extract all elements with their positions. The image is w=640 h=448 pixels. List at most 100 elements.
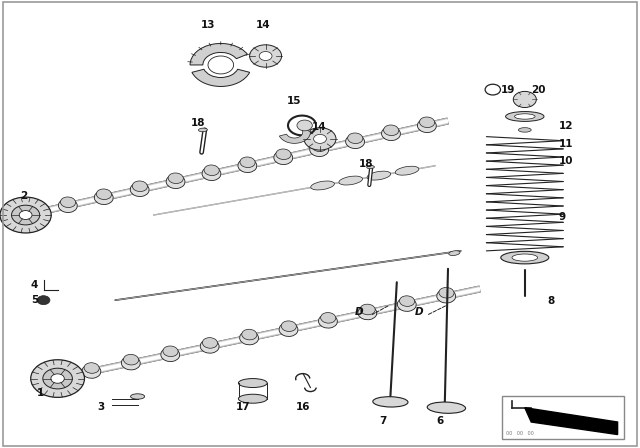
Ellipse shape <box>360 304 375 315</box>
Circle shape <box>19 211 32 220</box>
Text: 19: 19 <box>500 85 515 95</box>
Wedge shape <box>280 128 310 143</box>
Ellipse shape <box>383 125 399 136</box>
Circle shape <box>37 296 50 305</box>
Text: 18: 18 <box>191 118 205 128</box>
Ellipse shape <box>239 379 268 388</box>
Circle shape <box>43 368 72 389</box>
Ellipse shape <box>396 166 419 175</box>
Text: 15: 15 <box>287 96 301 106</box>
Circle shape <box>51 374 64 383</box>
Circle shape <box>297 120 312 131</box>
Ellipse shape <box>373 396 408 407</box>
Ellipse shape <box>428 402 465 414</box>
Ellipse shape <box>166 175 185 189</box>
Ellipse shape <box>238 159 257 172</box>
Text: 16: 16 <box>296 402 310 412</box>
Ellipse shape <box>310 143 328 156</box>
Text: 18: 18 <box>358 159 373 169</box>
Text: D: D <box>415 307 423 317</box>
Text: 00   00   00: 00 00 00 <box>506 431 533 436</box>
Ellipse shape <box>239 394 268 403</box>
Ellipse shape <box>198 128 207 132</box>
Text: 3: 3 <box>97 402 104 412</box>
Text: 4: 4 <box>31 280 38 289</box>
Text: 9: 9 <box>559 211 566 221</box>
Wedge shape <box>190 43 248 65</box>
Text: 2: 2 <box>20 191 28 201</box>
Ellipse shape <box>163 346 178 357</box>
Ellipse shape <box>131 394 145 399</box>
Wedge shape <box>192 69 250 86</box>
Ellipse shape <box>94 191 113 204</box>
Ellipse shape <box>124 354 139 365</box>
Text: 14: 14 <box>312 122 326 132</box>
Ellipse shape <box>202 338 218 348</box>
Text: D: D <box>355 307 364 317</box>
Text: 10: 10 <box>559 155 573 165</box>
Circle shape <box>250 45 282 67</box>
Ellipse shape <box>339 176 362 185</box>
Ellipse shape <box>348 133 363 143</box>
Ellipse shape <box>399 296 415 306</box>
Circle shape <box>208 56 234 74</box>
Ellipse shape <box>279 323 298 336</box>
Ellipse shape <box>397 297 416 311</box>
Ellipse shape <box>449 251 460 255</box>
Ellipse shape <box>276 149 291 159</box>
Text: 20: 20 <box>531 85 546 95</box>
Ellipse shape <box>417 119 436 133</box>
Text: 12: 12 <box>559 121 573 131</box>
Ellipse shape <box>367 171 390 180</box>
Text: 6: 6 <box>436 416 444 426</box>
Text: 5: 5 <box>31 295 38 305</box>
Ellipse shape <box>161 348 180 362</box>
Ellipse shape <box>122 356 140 370</box>
Ellipse shape <box>204 165 220 176</box>
Ellipse shape <box>500 251 548 264</box>
Ellipse shape <box>168 173 183 184</box>
Ellipse shape <box>281 321 296 332</box>
Ellipse shape <box>240 157 255 168</box>
Circle shape <box>12 205 40 225</box>
Ellipse shape <box>515 114 535 119</box>
Circle shape <box>259 52 272 60</box>
Ellipse shape <box>242 329 257 340</box>
Ellipse shape <box>200 340 219 353</box>
Ellipse shape <box>319 314 337 328</box>
Circle shape <box>0 197 51 233</box>
Text: 1: 1 <box>37 388 44 398</box>
Circle shape <box>304 128 336 150</box>
Text: 11: 11 <box>559 139 573 149</box>
Text: 7: 7 <box>379 416 387 426</box>
Circle shape <box>485 84 500 95</box>
Ellipse shape <box>311 181 334 190</box>
Circle shape <box>314 134 326 143</box>
Ellipse shape <box>512 254 538 261</box>
Ellipse shape <box>132 181 147 192</box>
Polygon shape <box>525 408 618 435</box>
Ellipse shape <box>321 313 336 323</box>
Ellipse shape <box>58 199 77 212</box>
Text: 14: 14 <box>256 20 271 30</box>
Ellipse shape <box>97 189 111 199</box>
Text: 8: 8 <box>547 296 554 306</box>
Ellipse shape <box>312 141 327 151</box>
Bar <box>502 396 624 439</box>
Ellipse shape <box>60 197 76 207</box>
Ellipse shape <box>82 365 101 378</box>
Text: 17: 17 <box>236 402 250 412</box>
Ellipse shape <box>518 128 531 132</box>
Ellipse shape <box>84 363 99 373</box>
Ellipse shape <box>381 127 401 141</box>
Ellipse shape <box>346 135 365 149</box>
Ellipse shape <box>419 117 435 128</box>
Ellipse shape <box>439 288 454 298</box>
Ellipse shape <box>202 167 221 181</box>
Circle shape <box>31 360 84 397</box>
Ellipse shape <box>506 112 544 121</box>
Circle shape <box>513 91 536 108</box>
Ellipse shape <box>239 331 259 345</box>
Ellipse shape <box>274 151 292 164</box>
Ellipse shape <box>358 306 377 320</box>
